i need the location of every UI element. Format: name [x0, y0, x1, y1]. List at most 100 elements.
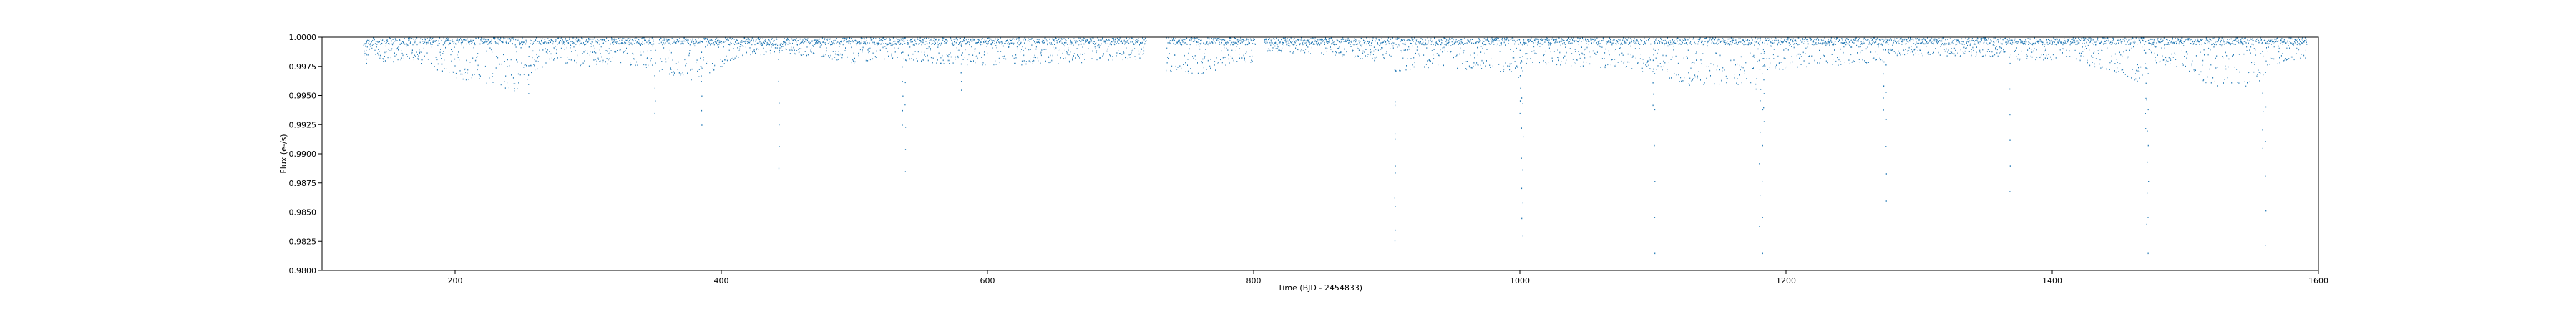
data-point — [2011, 44, 2013, 45]
data-point — [1875, 41, 1877, 43]
data-point — [699, 41, 701, 44]
data-point — [487, 44, 489, 45]
data-point — [1499, 45, 1501, 46]
data-point — [960, 44, 962, 46]
data-point — [1542, 39, 1543, 41]
data-point — [1338, 52, 1340, 54]
data-point — [2045, 49, 2046, 51]
data-point — [576, 37, 577, 39]
data-point — [1777, 44, 1778, 46]
data-point — [1285, 39, 1287, 41]
data-point — [1278, 49, 1279, 52]
data-point — [494, 41, 496, 43]
data-point — [756, 49, 757, 51]
data-point — [1106, 50, 1108, 52]
data-point — [935, 42, 936, 44]
data-point — [1221, 39, 1223, 41]
data-point — [546, 42, 547, 44]
data-point — [868, 48, 869, 49]
data-point — [741, 41, 743, 43]
data-point — [2033, 43, 2034, 44]
data-point — [1991, 51, 1993, 53]
data-point — [416, 37, 418, 39]
data-point — [437, 63, 439, 65]
data-point — [429, 37, 431, 39]
data-point — [377, 52, 379, 54]
data-point — [1252, 43, 1254, 44]
data-point — [963, 39, 965, 41]
data-point — [551, 39, 552, 41]
data-point — [1963, 44, 1965, 45]
data-point — [426, 38, 428, 39]
data-point — [1660, 37, 1662, 39]
data-point — [1544, 39, 1546, 41]
data-point — [597, 57, 599, 59]
data-point — [402, 54, 404, 57]
data-point — [1862, 43, 1863, 45]
data-point — [922, 39, 923, 41]
data-point — [1719, 54, 1721, 57]
data-point — [514, 88, 515, 89]
data-point — [1692, 62, 1694, 63]
data-point — [501, 41, 502, 43]
data-point — [1438, 39, 1440, 41]
data-point — [1480, 52, 1482, 53]
data-point — [789, 53, 791, 54]
data-point — [1840, 42, 1842, 44]
data-point — [753, 49, 755, 51]
data-point — [1754, 44, 1755, 46]
data-point — [601, 56, 602, 58]
data-point — [1366, 37, 1367, 39]
data-point — [1954, 39, 1956, 40]
data-point — [1242, 39, 1244, 40]
data-point — [1113, 39, 1115, 41]
data-point — [720, 66, 721, 67]
data-point — [1337, 48, 1339, 49]
data-point — [693, 43, 695, 44]
data-point — [1105, 41, 1106, 43]
data-point — [801, 41, 802, 44]
data-point — [530, 40, 532, 41]
data-point — [1340, 39, 1342, 41]
data-point — [1293, 51, 1294, 53]
data-point — [1998, 41, 1999, 43]
data-point — [1216, 57, 1217, 59]
data-point — [1838, 59, 1840, 61]
data-point — [1441, 42, 1443, 44]
data-point — [638, 39, 640, 40]
data-point — [737, 47, 738, 49]
data-point — [942, 37, 943, 39]
data-point — [1194, 37, 1195, 39]
data-point — [1279, 42, 1281, 44]
data-point — [1741, 66, 1742, 68]
data-point — [1555, 41, 1556, 43]
data-point — [1287, 40, 1289, 42]
data-point — [497, 37, 499, 39]
data-point — [1636, 39, 1638, 41]
data-point — [768, 39, 769, 41]
data-point — [1509, 69, 1511, 71]
data-point — [1197, 72, 1199, 74]
data-point — [1558, 37, 1560, 39]
data-point — [1705, 37, 1707, 39]
data-point — [1004, 43, 1005, 44]
data-point — [411, 53, 412, 55]
data-point — [1577, 41, 1578, 42]
data-point — [1835, 44, 1836, 45]
data-point — [2006, 39, 2008, 40]
data-point — [459, 39, 460, 41]
data-point — [794, 53, 796, 55]
data-point — [1284, 40, 1285, 41]
data-point — [1693, 37, 1694, 39]
data-point — [1601, 40, 1602, 41]
data-point — [628, 38, 630, 39]
data-point — [1612, 42, 1614, 44]
data-point — [1134, 56, 1136, 57]
data-point — [519, 74, 521, 76]
data-point — [439, 37, 441, 39]
data-point — [1177, 41, 1178, 44]
data-point — [1579, 54, 1580, 56]
data-point — [1753, 57, 1755, 58]
data-point — [1217, 63, 1219, 64]
data-point — [708, 40, 710, 42]
